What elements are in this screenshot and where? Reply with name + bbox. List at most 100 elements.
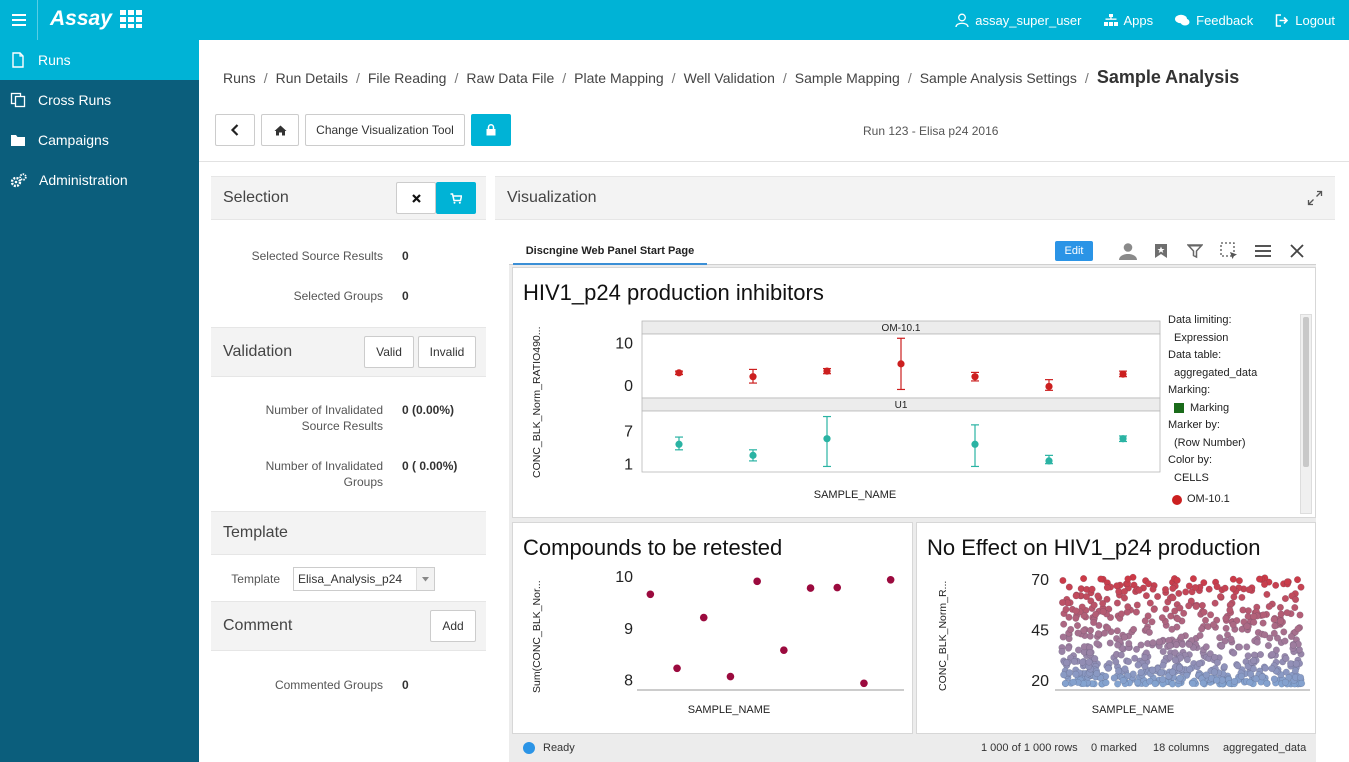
- logout-link[interactable]: Logout: [1275, 13, 1335, 28]
- legend: Data limiting: Expression Data table: ag…: [1168, 312, 1298, 509]
- bookmark-icon[interactable]: [1150, 240, 1172, 262]
- data-point: [1169, 668, 1177, 676]
- legend-data-table-value: aggregated_data: [1174, 366, 1258, 379]
- status-columns: 18 columns: [1153, 742, 1210, 754]
- breadcrumb-raw-data-file[interactable]: Raw Data File: [466, 70, 555, 86]
- legend-marker-by-value: (Row Number): [1174, 436, 1246, 449]
- data-point: [1159, 648, 1167, 656]
- left-panel: Selection Selected Source Results 0 Sele…: [211, 176, 486, 762]
- data-point: [1192, 602, 1200, 610]
- breadcrumb-sample-mapping[interactable]: Sample Mapping: [794, 70, 900, 86]
- filter-icon[interactable]: [1184, 240, 1206, 262]
- no-effect-chart: CONC_BLK_Norm_R... 70 45 20 SAMPLE_NAME: [937, 572, 1310, 716]
- data-point: [1230, 649, 1238, 657]
- valid-button[interactable]: Valid: [364, 336, 414, 368]
- menu-icon[interactable]: [1252, 240, 1274, 262]
- legend-color-item[interactable]: OM-10.1: [1168, 491, 1298, 509]
- data-point: [823, 435, 831, 443]
- invalid-button[interactable]: Invalid: [418, 336, 476, 368]
- no-effect-ylabel: CONC_BLK_Norm_R...: [937, 581, 949, 691]
- home-button[interactable]: [261, 114, 299, 146]
- legend-scrollbar-thumb[interactable]: [1303, 317, 1309, 467]
- legend-marking-item[interactable]: Marking: [1168, 400, 1298, 418]
- menu-toggle-button[interactable]: [0, 0, 38, 40]
- data-point: [1268, 650, 1276, 658]
- user-menu[interactable]: assay_super_user: [955, 13, 1082, 28]
- viz-card-no-effect[interactable]: No Effect on HIV1_p24 production CONC_BL…: [916, 522, 1316, 734]
- data-point: [1235, 577, 1243, 585]
- data-point: [1261, 631, 1269, 639]
- breadcrumb-sample-analysis-settings[interactable]: Sample Analysis Settings: [919, 70, 1077, 86]
- data-point: [1250, 612, 1258, 620]
- logout-label: Logout: [1295, 12, 1335, 28]
- close-icon[interactable]: [1286, 240, 1308, 262]
- data-point: [1272, 646, 1280, 654]
- data-point: [1298, 679, 1306, 687]
- divider: [199, 161, 1349, 162]
- gears-icon: [10, 172, 27, 187]
- data-point: [1176, 674, 1184, 682]
- invalidated-groups-row: Number of Invalidated Groups 0 ( 0.00%): [211, 458, 486, 490]
- viz-card-inhibitors[interactable]: HIV1_p24 production inhibitors CONC_BLK_…: [512, 267, 1316, 518]
- y-tick-label: 9: [624, 621, 633, 638]
- breadcrumb-plate-mapping[interactable]: Plate Mapping: [574, 70, 664, 86]
- validation-title: Validation: [223, 343, 293, 360]
- data-point: [1085, 658, 1093, 666]
- data-point: [1145, 628, 1153, 636]
- data-point: [1191, 584, 1199, 592]
- run-title: Run 123 - Elisa p24 2016: [863, 124, 999, 138]
- comments-icon: [1175, 14, 1190, 25]
- breadcrumb-run-details[interactable]: Run Details: [275, 70, 348, 86]
- apps-link[interactable]: Apps: [1103, 13, 1153, 28]
- close-icon: [411, 193, 421, 203]
- viz-title-inhibitors: HIV1_p24 production inhibitors: [523, 280, 824, 305]
- data-point: [886, 575, 895, 584]
- data-point: [1133, 601, 1141, 609]
- breadcrumb-file-reading[interactable]: File Reading: [367, 70, 447, 86]
- add-comment-button[interactable]: Add: [430, 610, 476, 642]
- expand-icon[interactable]: [1307, 190, 1323, 206]
- y-tick-label: 70: [1031, 572, 1049, 589]
- data-point: [749, 451, 757, 459]
- feedback-link[interactable]: Feedback: [1175, 13, 1253, 28]
- data-point: [1134, 661, 1142, 669]
- data-point: [1259, 611, 1267, 619]
- invalidated-groups-value: 0 ( 0.00%): [402, 459, 458, 473]
- sidebar-item-administration[interactable]: Administration: [0, 160, 199, 200]
- data-point: [1110, 674, 1118, 682]
- data-point: [1234, 662, 1242, 670]
- cart-button[interactable]: [436, 182, 476, 214]
- breadcrumb-runs[interactable]: Runs: [223, 70, 256, 86]
- legend-scrollbar[interactable]: [1300, 314, 1312, 514]
- back-button[interactable]: [215, 114, 255, 146]
- sidebar-item-campaigns[interactable]: Campaigns: [0, 120, 199, 160]
- data-point: [1149, 585, 1157, 593]
- data-point: [1179, 640, 1187, 648]
- sidebar-item-cross-runs[interactable]: Cross Runs: [0, 80, 199, 120]
- data-point: [1094, 592, 1102, 600]
- breadcrumb: Runs / Run Details / File Reading / Raw Dat…: [223, 67, 1240, 87]
- data-point: [780, 646, 788, 654]
- breadcrumb-well-validation[interactable]: Well Validation: [683, 70, 775, 86]
- om-swatch: [1172, 494, 1182, 505]
- marking-select-icon[interactable]: [1218, 240, 1240, 262]
- collaboration-icon[interactable]: [1116, 240, 1138, 262]
- sidebar-item-runs[interactable]: Runs: [0, 40, 199, 80]
- template-select[interactable]: Elisa_Analysis_p24: [293, 567, 435, 591]
- viz-card-retest[interactable]: Compounds to be retested Sum(CONC_BLK_No…: [512, 522, 913, 734]
- edit-button[interactable]: Edit: [1055, 241, 1093, 261]
- data-point: [1145, 580, 1153, 588]
- spotfire-web-panel: Discngine Web Panel Start Page Edit HIV1…: [509, 237, 1316, 762]
- inhibitors-xlabel: SAMPLE_NAME: [814, 489, 897, 501]
- visualization-header: Visualization: [495, 176, 1335, 220]
- tab-start-page[interactable]: Discngine Web Panel Start Page: [513, 239, 707, 265]
- data-point: [1149, 666, 1157, 674]
- data-point: [1213, 583, 1221, 591]
- data-point: [1151, 680, 1159, 688]
- lock-button[interactable]: [471, 114, 511, 146]
- chevron-left-icon: [230, 124, 239, 136]
- clear-selection-button[interactable]: [396, 182, 436, 214]
- app-logo[interactable]: Assay: [50, 7, 142, 31]
- data-point: [1093, 639, 1101, 647]
- change-visualization-tool-button[interactable]: Change Visualization Tool: [305, 114, 465, 146]
